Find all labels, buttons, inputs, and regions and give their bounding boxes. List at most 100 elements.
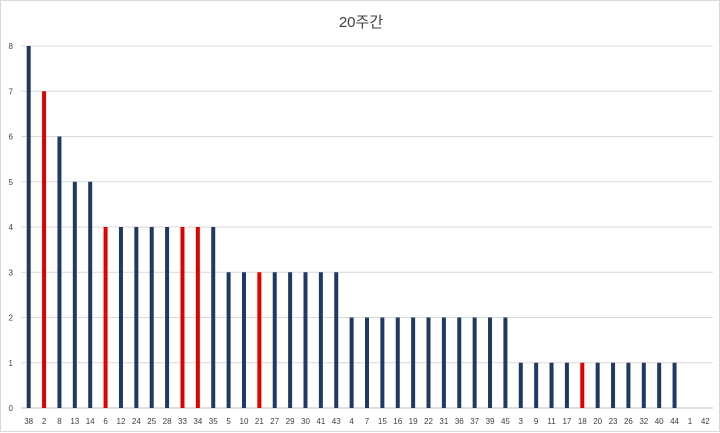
bar-21 [257,272,262,408]
x-tick-label: 24 [132,417,141,426]
bar-45 [503,317,508,408]
bar-32 [641,362,646,408]
bar-33 [180,227,185,408]
x-tick-label: 32 [639,417,648,426]
bar-12 [118,227,123,408]
x-tick-label: 38 [24,417,33,426]
x-tick-label: 4 [349,417,354,426]
bar-28 [165,227,170,408]
bar-44 [672,362,677,408]
bar-43 [334,272,339,408]
x-tick-label: 26 [624,417,633,426]
x-tick-label: 16 [393,417,402,426]
y-tick-label: 6 [9,133,14,142]
x-tick-label: 33 [178,417,187,426]
x-tick-label: 1 [688,417,693,426]
bar-14 [88,181,93,408]
bar-38 [26,46,31,408]
bar-3 [518,362,523,408]
bar-26 [626,362,631,408]
x-tick-label: 34 [193,417,202,426]
x-tick-label: 11 [547,417,556,426]
y-tick-label: 7 [9,87,14,96]
x-tick-label: 18 [578,417,587,426]
y-tick-label: 8 [9,42,14,51]
y-tick-label: 4 [9,223,14,232]
bar-8 [57,136,62,408]
bar-41 [318,272,323,408]
bar-25 [149,227,154,408]
bar-20 [595,362,600,408]
bar-35 [211,227,216,408]
bar-17 [564,362,569,408]
x-tick-label: 39 [486,417,495,426]
bar-18 [580,362,585,408]
x-tick-label: 44 [670,417,679,426]
x-tick-label: 27 [270,417,279,426]
bar-4 [349,317,354,408]
x-tick-label: 20 [593,417,602,426]
bar-9 [534,362,539,408]
x-tick-label: 31 [439,417,448,426]
bar-34 [195,227,200,408]
bar-22 [426,317,431,408]
x-tick-label: 15 [378,417,387,426]
x-tick-label: 12 [117,417,126,426]
x-tick-label: 9 [534,417,539,426]
x-tick-label: 2 [42,417,47,426]
bar-2 [42,91,47,408]
bar-11 [549,362,554,408]
bar-30 [303,272,308,408]
x-tick-label: 29 [286,417,295,426]
bar-7 [365,317,369,408]
bar-31 [441,317,446,408]
bar-39 [488,317,493,408]
x-tick-label: 30 [301,417,310,426]
bar-36 [457,317,462,408]
bar-19 [411,317,416,408]
x-tick-label: 36 [455,417,464,426]
bar-40 [657,362,662,408]
x-tick-label: 35 [209,417,218,426]
bar-16 [395,317,400,408]
x-tick-label: 43 [332,417,341,426]
x-tick-label: 5 [226,417,231,426]
bar-27 [272,272,277,408]
x-tick-label: 37 [470,417,479,426]
x-tick-label: 14 [86,417,95,426]
bar-13 [72,181,77,408]
bar-10 [241,272,246,408]
bar-15 [380,317,385,408]
y-tick-label: 2 [9,314,14,323]
y-tick-label: 0 [9,404,14,413]
bar-5 [226,272,231,408]
y-tick-label: 1 [9,359,14,368]
x-tick-label: 25 [147,417,156,426]
bar-24 [134,227,139,408]
chart-title: 20주간 [338,14,384,31]
x-tick-label: 17 [562,417,571,426]
x-tick-label: 41 [316,417,325,426]
x-tick-label: 19 [409,417,418,426]
y-tick-label: 3 [9,268,14,277]
x-tick-label: 13 [70,417,79,426]
y-tick-label: 5 [9,178,14,187]
x-tick-label: 8 [57,417,62,426]
x-tick-label: 42 [701,417,710,426]
x-tick-label: 7 [365,417,370,426]
x-tick-label: 23 [609,417,618,426]
x-tick-label: 22 [424,417,433,426]
x-tick-label: 40 [655,417,664,426]
bar-23 [611,362,616,408]
bar-37 [472,317,477,408]
x-tick-label: 21 [255,417,264,426]
x-tick-label: 6 [103,417,108,426]
bar-6 [103,227,108,408]
x-tick-label: 28 [163,417,172,426]
x-tick-label: 10 [240,417,249,426]
x-tick-label: 45 [501,417,510,426]
x-tick-label: 3 [519,417,524,426]
bar-29 [288,272,293,408]
